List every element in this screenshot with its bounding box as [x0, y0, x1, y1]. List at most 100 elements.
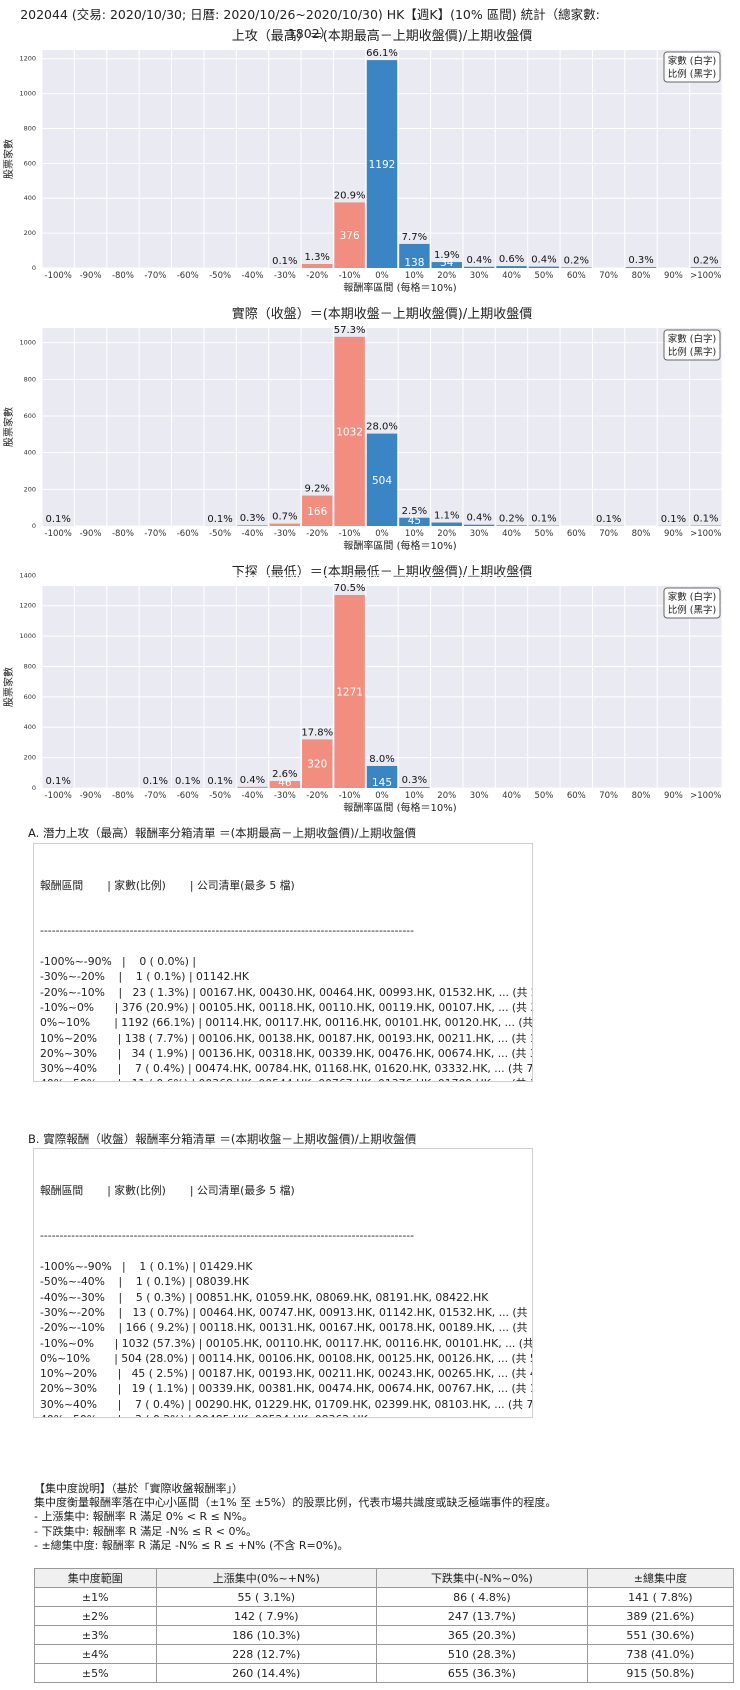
- table-header-cell: ±總集中度: [586, 1568, 735, 1588]
- y-tick-label: 600: [24, 412, 36, 420]
- bar-pct-label: 0.1%: [661, 514, 686, 525]
- bar-pct-label: 2.5%: [402, 506, 427, 517]
- plot-area: [42, 586, 722, 788]
- x-tick-label: 30%: [470, 791, 489, 801]
- list-b-row: 20%~30% | 19 ( 1.1%) | 00339.HK, 00381.H…: [40, 1382, 533, 1396]
- x-tick-label: -70%: [144, 791, 166, 801]
- list-b-row: -20%~-10% | 166 ( 9.2%) | 00118.HK, 0013…: [40, 1321, 533, 1335]
- bar-pct-label: 0.4%: [531, 255, 556, 266]
- bar: [302, 495, 333, 526]
- table-cell: 142 ( 7.9%): [155, 1606, 378, 1626]
- x-tick-label: -70%: [144, 271, 166, 281]
- x-tick-label: 20%: [437, 271, 456, 281]
- bar: [463, 524, 495, 526]
- x-tick-label: -10%: [339, 529, 361, 539]
- bar: [269, 523, 301, 526]
- legend-line: 家數 (白字): [668, 591, 716, 603]
- bar-pct-label: 1.9%: [434, 250, 459, 261]
- table-header-cell: 集中度範圍: [34, 1568, 157, 1588]
- list-b-header: 報酬區間 | 家數(比例) | 公司清單(最多 5 檔): [40, 1183, 295, 1197]
- bar-count-label: 376: [340, 230, 360, 242]
- x-tick-label: 10%: [405, 529, 424, 539]
- bar-pct-label: 0.1%: [207, 776, 232, 787]
- legend-box: [663, 51, 721, 83]
- list-a-separator: ----------------------------------------…: [40, 924, 415, 938]
- bar-pct-label: 8.0%: [369, 754, 394, 765]
- bar: [334, 202, 365, 268]
- x-tick-label: -40%: [241, 791, 263, 801]
- chart-title: 實際（收盤）＝(本期收盤－上期收盤價)/上期收盤價: [232, 306, 533, 322]
- x-tick-label: -60%: [177, 529, 199, 539]
- table-row: ±5% 260 (14.4%) 655 (36.3%) 915 (50.8%): [34, 1663, 735, 1683]
- legend-box: [663, 587, 721, 619]
- x-tick-label: -100%: [45, 271, 72, 281]
- list-a-row: -20%~-10% | 23 ( 1.3%) | 00167.HK, 00430…: [40, 985, 533, 999]
- list-a-row: 0%~10% | 1192 (66.1%) | 00114.HK, 00117.…: [40, 1016, 533, 1030]
- x-tick-label: 60%: [567, 529, 586, 539]
- x-tick-label: -50%: [209, 791, 231, 801]
- bar-pct-label: 1.1%: [434, 511, 459, 522]
- concentration-bullet: - 上漲集中: 報酬率 R 滿足 0% < R ≤ N%。: [34, 1510, 253, 1524]
- y-tick-label: 800: [24, 124, 36, 132]
- bar-pct-label: 0.1%: [175, 776, 200, 787]
- x-tick-label: -40%: [241, 271, 263, 281]
- bar: [399, 787, 430, 788]
- x-tick-label: 70%: [599, 529, 618, 539]
- bar-pct-label: 0.1%: [531, 514, 556, 525]
- x-tick-label: 70%: [599, 791, 618, 801]
- x-tick-label: -50%: [209, 271, 231, 281]
- bar: [690, 267, 721, 268]
- concentration-table-header: 集中度範圍 上漲集中(0%~+N%) 下跌集中(-N%~0%) ±總集中度: [34, 1568, 735, 1588]
- bar: [269, 781, 301, 788]
- x-tick-label: 70%: [599, 271, 618, 281]
- x-tick-label: 90%: [664, 791, 683, 801]
- bar-pct-label: 17.8%: [301, 727, 333, 738]
- bar: [237, 525, 268, 526]
- legend: 家數 (白字)比例 (黑字): [663, 587, 721, 619]
- table-cell: 247 (13.7%): [376, 1606, 588, 1626]
- x-tick-label: 50%: [534, 271, 553, 281]
- y-tick-label: 400: [24, 449, 36, 457]
- list-b-row: 0%~10% | 504 (28.0%) | 00114.HK, 00106.H…: [40, 1351, 533, 1365]
- legend-line: 比例 (黑字): [668, 68, 716, 80]
- bar-pct-label: 66.1%: [366, 48, 398, 59]
- table-cell: 186 (10.3%): [155, 1625, 378, 1645]
- bar: [496, 266, 527, 268]
- y-tick-label: 1200: [19, 602, 36, 610]
- list-a-row: 20%~30% | 34 ( 1.9%) | 00136.HK, 00318.H…: [40, 1046, 533, 1060]
- bar: [431, 262, 462, 268]
- y-tick-label: 400: [24, 194, 36, 202]
- list-b-row: -100%~-90% | 1 ( 0.1%) | 01429.HK: [40, 1260, 253, 1274]
- bar-pct-label: 28.0%: [366, 422, 398, 433]
- x-tick-label: -80%: [112, 791, 134, 801]
- bar-pct-label: 0.1%: [143, 776, 168, 787]
- table-cell: 260 (14.4%): [155, 1663, 378, 1683]
- table-cell: 55 ( 3.1%): [155, 1587, 378, 1607]
- y-tick-label: 1000: [19, 632, 36, 640]
- y-axis-label: 股票家數: [2, 139, 15, 179]
- bar-count-label: 166: [307, 506, 327, 518]
- bar: [625, 267, 657, 268]
- y-axis-label: 股票家數: [2, 667, 15, 707]
- concentration-notes: 【集中度說明】（基於「實際收盤報酬率」） 集中度衡量報酬率落在中心小區間（±1%…: [34, 1482, 556, 1553]
- table-cell: 141 ( 7.8%): [586, 1587, 735, 1607]
- bar-pct-label: 0.1%: [45, 514, 70, 525]
- bar-count-label: 1271: [336, 686, 363, 698]
- list-a-header: 報酬區間 | 家數(比例) | 公司清單(最多 5 檔): [40, 878, 295, 892]
- x-tick-label: 0%: [375, 271, 389, 281]
- table-cell: 86 ( 4.8%): [376, 1587, 588, 1607]
- bar: [366, 765, 398, 788]
- list-a-box: 報酬區間 | 家數(比例) | 公司清單(最多 5 檔) -----------…: [33, 843, 533, 1082]
- x-tick-label: 0%: [375, 529, 389, 539]
- x-tick-label: >100%: [690, 271, 721, 281]
- legend-line: 家數 (白字): [668, 333, 716, 345]
- bar-pct-label: 9.2%: [305, 484, 330, 495]
- x-tick-label: -90%: [80, 271, 102, 281]
- table-row: ±3% 186 (10.3%) 365 (20.3%) 551 (30.6%): [34, 1625, 735, 1645]
- bar-pct-label: 0.3%: [240, 513, 265, 524]
- bar: [334, 336, 365, 526]
- x-tick-label: >100%: [690, 529, 721, 539]
- table-cell: 389 (21.6%): [586, 1606, 735, 1626]
- table-row: ±4% 228 (12.7%) 510 (28.3%) 738 (41.0%): [34, 1644, 735, 1664]
- bar-pct-label: 0.7%: [272, 512, 297, 523]
